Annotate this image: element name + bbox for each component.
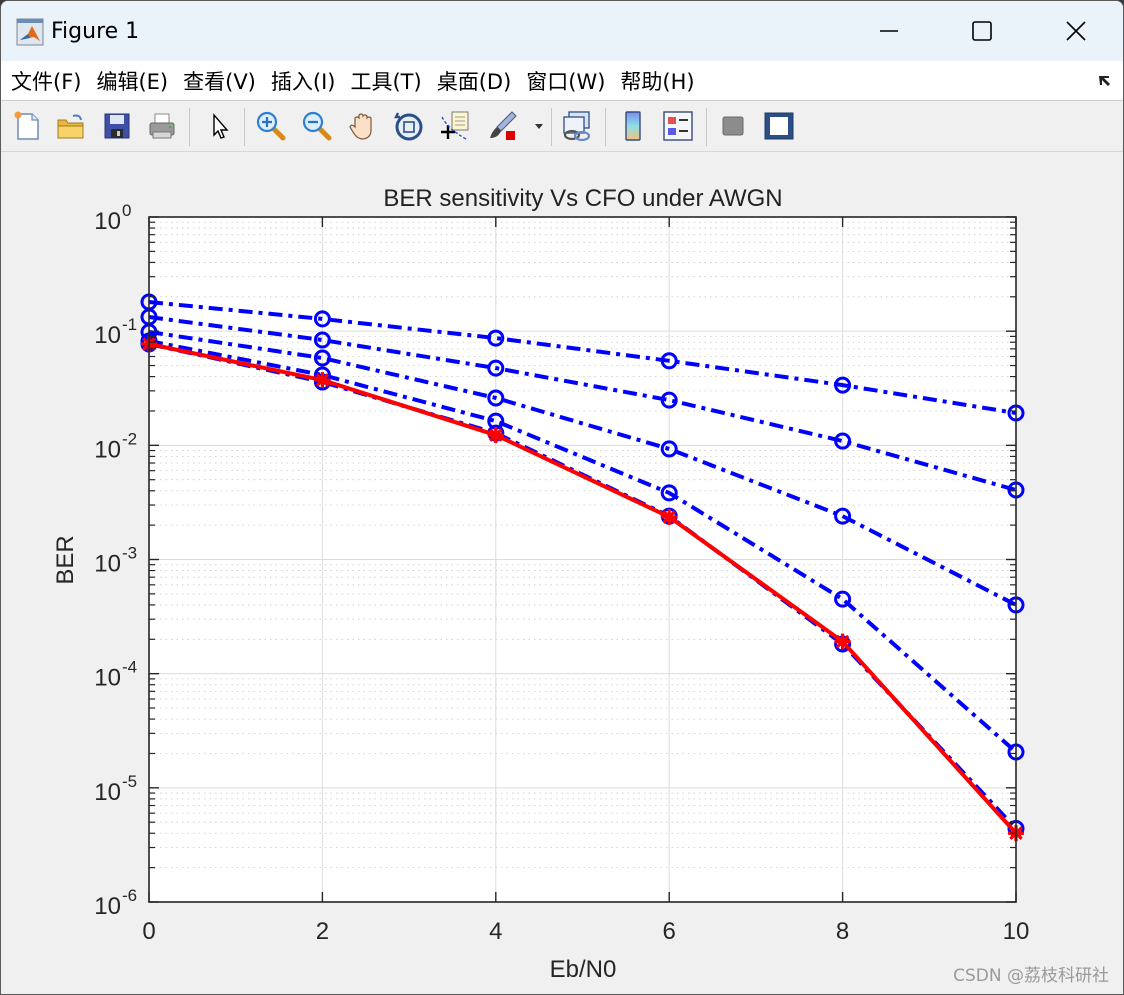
new-figure-icon	[14, 111, 39, 140]
figure-toolbar	[1, 102, 1123, 152]
menu-window[interactable]: 窗口(W)	[526, 69, 606, 94]
menu-tools[interactable]: 工具(T)	[350, 69, 422, 94]
maximize-icon	[972, 21, 992, 41]
show-plot-tools-button[interactable]	[761, 108, 797, 144]
minor-grid	[149, 221, 1016, 869]
close-icon	[1066, 21, 1086, 41]
figure-canvas[interactable]: BER sensitivity Vs CFO under AWGN 0 2 4 6 8 1…	[1, 153, 1124, 995]
save-icon	[104, 113, 130, 139]
toolbar-separator	[551, 108, 552, 146]
svg-text:10: 10	[94, 208, 121, 235]
chart-title: BER sensitivity Vs CFO under AWGN	[383, 185, 782, 212]
print-button[interactable]	[144, 108, 180, 144]
svg-text:-4: -4	[122, 658, 137, 677]
print-icon	[149, 113, 175, 139]
svg-text:-2: -2	[122, 429, 137, 448]
svg-text:6: 6	[663, 918, 676, 945]
brush-icon	[490, 111, 517, 140]
hide-plot-tools-icon	[722, 116, 744, 136]
svg-text:4: 4	[489, 918, 502, 945]
brush-dropdown-button[interactable]	[531, 108, 547, 144]
svg-text:0: 0	[122, 201, 131, 220]
menu-help[interactable]: 帮助(H)	[620, 69, 695, 94]
dock-figure-icon[interactable]	[1097, 73, 1113, 89]
edit-plot-arrow-icon	[213, 113, 229, 139]
x-tick-labels: 0 2 4 6 8 10	[142, 918, 1029, 945]
data-cursor-button[interactable]	[437, 108, 473, 144]
svg-text:2: 2	[316, 918, 329, 945]
save-button[interactable]	[99, 108, 135, 144]
colorbar-icon	[625, 111, 641, 141]
ber-plot[interactable]: BER sensitivity Vs CFO under AWGN 0 2 4 6 8 1…	[1, 153, 1124, 995]
data-series	[140, 293, 1025, 842]
menu-file[interactable]: 文件(F)	[11, 69, 82, 94]
matlab-logo-icon	[16, 18, 44, 46]
menu-edit[interactable]: 编辑(E)	[96, 69, 169, 94]
brush-button[interactable]	[485, 108, 521, 144]
y-axis-label: BER	[52, 535, 79, 584]
open-file-button[interactable]	[53, 108, 89, 144]
rotate-3d-button[interactable]	[391, 108, 427, 144]
toolbar-separator	[706, 108, 707, 146]
chevron-down-icon	[535, 124, 543, 129]
svg-text:10: 10	[94, 665, 121, 692]
hide-plot-tools-button[interactable]	[715, 108, 751, 144]
show-plot-tools-icon	[764, 112, 794, 140]
data-cursor-icon	[441, 111, 469, 140]
svg-text:10: 10	[94, 893, 121, 920]
toolbar-separator	[244, 108, 245, 146]
x-axis-label: Eb/N0	[550, 956, 617, 983]
svg-text:-3: -3	[122, 544, 137, 563]
zoom-out-icon	[302, 111, 332, 141]
svg-text:-6: -6	[122, 886, 137, 905]
svg-text:10: 10	[94, 779, 121, 806]
menu-insert[interactable]: 插入(I)	[270, 69, 336, 94]
minimize-icon	[880, 30, 898, 32]
minimize-button[interactable]	[866, 9, 912, 53]
menu-view[interactable]: 查看(V)	[183, 69, 256, 94]
svg-text:-5: -5	[122, 772, 137, 791]
edit-plot-button[interactable]	[201, 108, 237, 144]
insert-legend-button[interactable]	[660, 108, 696, 144]
pan-hand-icon	[349, 113, 372, 140]
pan-button[interactable]	[345, 108, 381, 144]
link-plot-button[interactable]	[559, 108, 595, 144]
zoom-in-button[interactable]	[253, 108, 289, 144]
series-theoretical-no-cfo	[141, 335, 1024, 842]
title-bar[interactable]: Figure 1	[1, 1, 1123, 61]
new-figure-button[interactable]	[9, 108, 45, 144]
rotate-3d-icon	[394, 112, 423, 141]
svg-text:-1: -1	[122, 315, 137, 334]
zoom-in-icon	[256, 111, 286, 141]
open-file-icon	[57, 114, 84, 139]
toolbar-separator	[605, 108, 606, 146]
axis-ticks	[148, 216, 1017, 903]
svg-text:10: 10	[94, 322, 121, 349]
series-cfo-curve-3	[140, 323, 1025, 614]
svg-text:10: 10	[94, 551, 121, 578]
maximize-button[interactable]	[959, 9, 1005, 53]
window-title: Figure 1	[51, 19, 140, 44]
svg-text:10: 10	[94, 436, 121, 463]
toolbar-separator	[189, 108, 190, 146]
menu-bar: 文件(F) 编辑(E) 查看(V) 插入(I) 工具(T) 桌面(D) 窗口(W…	[1, 61, 1123, 101]
watermark: CSDN @荔枝科研社	[953, 966, 1109, 986]
legend-icon	[663, 111, 693, 141]
svg-text:8: 8	[836, 918, 849, 945]
link-plot-icon	[563, 111, 591, 142]
svg-text:10: 10	[1003, 918, 1030, 945]
insert-colorbar-button[interactable]	[615, 108, 651, 144]
svg-text:0: 0	[142, 918, 155, 945]
menu-desktop[interactable]: 桌面(D)	[436, 69, 512, 94]
zoom-out-button[interactable]	[299, 108, 335, 144]
close-button[interactable]	[1053, 9, 1099, 53]
